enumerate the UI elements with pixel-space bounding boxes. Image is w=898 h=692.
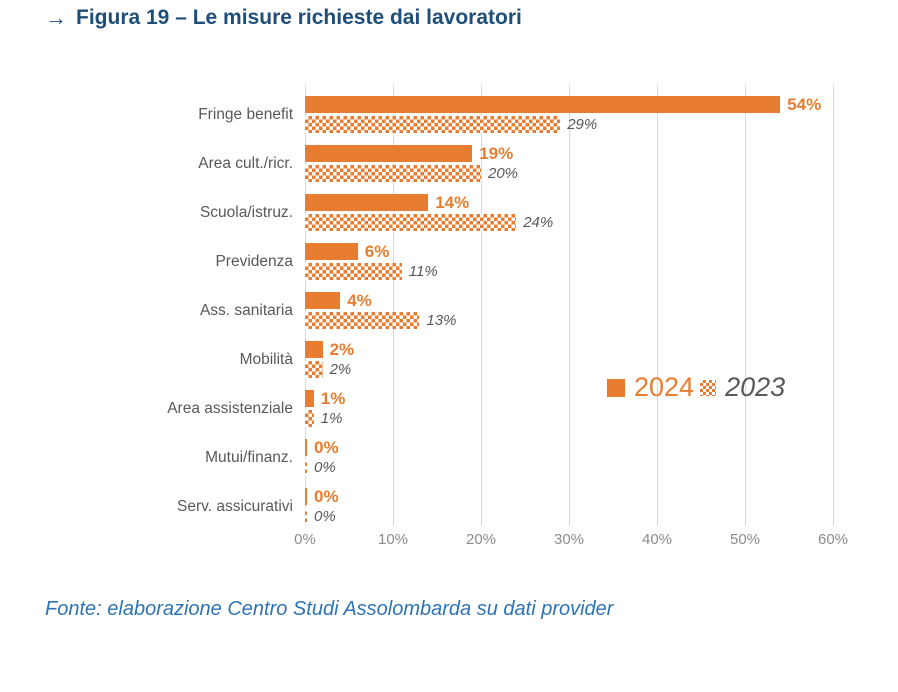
gridline-20% — [481, 85, 482, 526]
x-tick-label: 20% — [465, 531, 497, 548]
category-label: Mobilità — [239, 350, 293, 368]
plot-area: 54% 29% 19% 20% 14% 24% 6% 11% 4% 13% 2% 2% 1% 1% 0% 0%… — [305, 85, 834, 526]
bar-2024 — [305, 390, 314, 407]
category-label: Ass. sanitaria — [199, 301, 293, 319]
bar-2024 — [305, 488, 307, 505]
category-label: Fringe benefit — [198, 105, 293, 123]
bar-2024 — [305, 341, 323, 358]
bar-2024 — [305, 194, 429, 211]
bar-2024 — [305, 292, 341, 309]
gridline-30% — [569, 85, 570, 526]
bar-2023 — [305, 263, 402, 280]
bar-line-2024: 6% — [305, 243, 389, 260]
category-row: 6% 11% — [305, 232, 833, 281]
bar-2023 — [305, 410, 314, 427]
bar-line-2023: 20% — [305, 165, 518, 182]
value-label-2024: 19% — [479, 144, 514, 163]
bar-line-2024: 14% — [305, 194, 469, 211]
category-row: 54% 29% — [305, 85, 833, 134]
category-row: 19% 20% — [305, 134, 833, 183]
x-tick-label: 40% — [641, 531, 673, 548]
bar-2023 — [305, 312, 420, 329]
bar-2024 — [305, 145, 473, 162]
arrow-icon: → — [45, 5, 67, 30]
category-label: Area cult./ricr. — [198, 154, 293, 172]
bar-line-2023: 2% — [305, 361, 351, 378]
category-label: Serv. assicurativi — [177, 497, 293, 515]
bar-2023 — [305, 116, 561, 133]
x-tick-label: 10% — [377, 531, 409, 548]
value-label-2023: 2% — [329, 361, 352, 378]
figure-title-text: Figura 19 – Le misure richieste dai lavo… — [76, 6, 522, 29]
source-note: Fonte: elaborazione Centro Studi Assolom… — [45, 598, 614, 620]
bar-line-2023: 0% — [305, 508, 336, 525]
bar-line-2023: 24% — [305, 214, 553, 231]
gridline-60% — [833, 85, 834, 526]
gridline-50% — [745, 85, 746, 526]
bar-line-2024: 2% — [305, 341, 354, 358]
category-label: Mutui/finanz. — [205, 448, 293, 466]
bar-2023 — [305, 214, 517, 231]
category-label: Area assistenziale — [167, 399, 293, 417]
bar-line-2024: 54% — [305, 96, 821, 113]
x-tick-label: 0% — [294, 531, 316, 548]
bar-line-2023: 1% — [305, 410, 342, 427]
value-label-2023: 1% — [320, 410, 343, 427]
bar-line-2024: 1% — [305, 390, 345, 407]
x-axis: 0% 10% 20% 30% 40% 50% 60% — [294, 531, 848, 551]
value-label-2023: 11% — [408, 263, 438, 280]
category-row: 2% 2% — [305, 330, 833, 379]
value-label-2024: 4% — [347, 291, 372, 310]
legend-swatch-2024 — [607, 378, 625, 397]
category-label: Previdenza — [215, 252, 293, 270]
bar-2023 — [305, 459, 307, 476]
bar-line-2024: 4% — [305, 292, 372, 309]
value-label-2024: 1% — [320, 389, 346, 408]
figure-title: → Figura 19 – Le misure richieste dai la… — [45, 5, 522, 31]
value-label-2024: 54% — [787, 95, 822, 114]
bar-2023 — [305, 361, 323, 378]
bar-2024 — [305, 96, 781, 113]
value-label-2023: 13% — [426, 312, 457, 329]
category-row: 14% 24% — [305, 183, 833, 232]
gridline-40% — [657, 85, 658, 526]
bar-2023 — [305, 165, 481, 182]
bar-line-2024: 0% — [305, 488, 339, 505]
legend: 2024 2023 — [607, 374, 785, 401]
value-label-2023: 24% — [523, 214, 554, 231]
value-label-2024: 0% — [314, 438, 339, 457]
legend-swatch-2023 — [700, 379, 717, 396]
category-axis: Fringe benefit Area cult./ricr. Scuola/ist… — [0, 85, 293, 526]
x-tick-label: 60% — [817, 531, 849, 548]
category-row: 0% 0% — [305, 428, 833, 477]
value-label-2024: 6% — [364, 242, 390, 261]
category-label: Scuola/istruz. — [199, 203, 293, 221]
value-label-2024: 2% — [329, 340, 355, 359]
bar-line-2024: 0% — [305, 439, 339, 456]
bar-2024 — [305, 243, 358, 260]
bar-line-2023: 11% — [305, 263, 438, 280]
bar-line-2024: 19% — [305, 145, 513, 162]
bar-line-2023: 13% — [305, 312, 456, 329]
value-label-2023: 0% — [314, 459, 336, 476]
gridline-10% — [393, 85, 394, 526]
category-row: 0% 0% — [305, 477, 833, 526]
bar-2024 — [305, 439, 307, 456]
bar-line-2023: 0% — [305, 459, 336, 476]
value-label-2023: 29% — [567, 116, 598, 133]
value-label-2024: 0% — [314, 487, 339, 506]
bar-line-2023: 29% — [305, 116, 597, 133]
value-label-2023: 20% — [488, 165, 519, 182]
legend-label-2024: 2024 — [634, 372, 695, 402]
x-tick-label: 50% — [729, 531, 761, 548]
x-tick-label: 30% — [553, 531, 585, 548]
category-row: 4% 13% — [305, 281, 833, 330]
value-label-2023: 0% — [314, 508, 336, 525]
legend-label-2023: 2023 — [725, 372, 786, 402]
bar-2023 — [305, 508, 307, 525]
value-label-2024: 14% — [435, 193, 470, 212]
category-row: 1% 1% — [305, 379, 833, 428]
